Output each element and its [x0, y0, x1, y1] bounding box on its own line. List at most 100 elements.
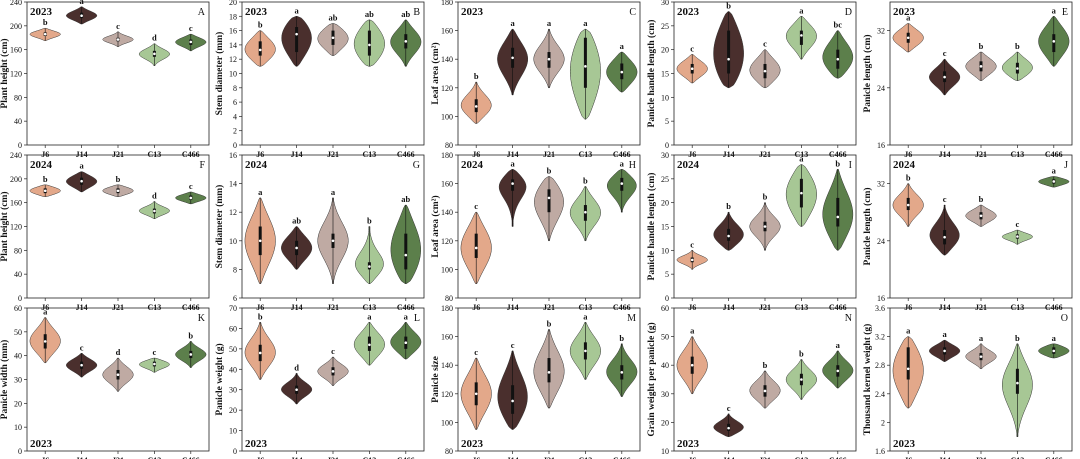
- significance-letter: b: [116, 174, 121, 184]
- y-tick-label: 80: [445, 294, 453, 303]
- panel-letter: O: [1061, 313, 1068, 324]
- y-tick-label: 20: [661, 46, 669, 55]
- y-tick-label: 8: [233, 265, 237, 274]
- significance-letter: d: [152, 33, 157, 43]
- violin-median-point: [763, 69, 767, 73]
- significance-letter: a: [620, 158, 625, 168]
- y-axis-title: Panicle width (mm): [0, 340, 10, 420]
- x-tick-label: J6: [904, 456, 912, 459]
- violin-median-point: [331, 36, 335, 40]
- x-tick-label: J21: [759, 303, 771, 312]
- significance-letter: d: [116, 347, 121, 357]
- y-tick-label: 160: [10, 199, 22, 208]
- year-label: 2023: [245, 6, 268, 18]
- y-tick-label: 100: [441, 112, 453, 121]
- violin-box: [547, 358, 551, 383]
- y-tick-label: 6: [233, 98, 237, 107]
- y-tick-label: 140: [441, 361, 453, 370]
- violin-median-point: [80, 363, 83, 367]
- y-tick-label: 30: [661, 0, 669, 7]
- panel-letter: K: [198, 313, 206, 324]
- y-tick-label: 10: [14, 423, 22, 432]
- x-tick-label: J21: [975, 150, 987, 159]
- y-tick-label: 12: [229, 55, 237, 64]
- y-axis-title: Panicle weight (g): [214, 343, 225, 415]
- x-tick-label: J21: [327, 303, 339, 312]
- x-tick-label: J6: [41, 150, 49, 159]
- y-tick-label: 0: [18, 141, 22, 150]
- y-tick-label: 100: [441, 418, 453, 427]
- significance-letter: a: [79, 161, 84, 171]
- x-tick-label: J14: [507, 456, 519, 459]
- x-tick-label: J21: [543, 303, 555, 312]
- panel-H: 80 100 120 140 160 180 Leaf area (cm²) 2024 H J6 c…: [430, 151, 641, 312]
- panel-A: 0 40 80 120 160 200 240 Plant height (cm) 2023 A J…: [0, 0, 210, 159]
- y-tick-label: 15: [661, 223, 669, 232]
- significance-letter: c: [943, 194, 947, 204]
- x-tick-label: J6: [41, 456, 49, 459]
- x-tick-label: J21: [327, 456, 339, 459]
- panel-L: 0 10 20 30 40 50 60 70 Panicle weight (g) 2023 L J6…: [214, 304, 425, 459]
- significance-letter: b: [979, 194, 984, 204]
- violin-box: [474, 233, 478, 258]
- significance-letter: a: [942, 329, 947, 339]
- y-tick-label: 14: [229, 41, 237, 50]
- y-tick-label: 12: [229, 208, 237, 217]
- y-tick-label: 20: [661, 418, 669, 427]
- violin-median-point: [584, 210, 587, 214]
- y-axis-title: Plant height (cm): [0, 38, 10, 108]
- violin-median-point: [368, 43, 371, 47]
- significance-letter: a: [258, 187, 263, 197]
- y-tick-label: 10: [229, 427, 237, 436]
- violin-median-point: [727, 426, 730, 430]
- violin-median-point: [331, 370, 335, 373]
- panel-E: 16 24 32 Panicle length (cm) 2023 E J6 a J14 c J21…: [862, 1, 1073, 159]
- y-axis-title: Plant height (cm): [0, 191, 10, 261]
- violin-median-point: [906, 203, 910, 207]
- x-tick-label: J21: [112, 303, 124, 312]
- violin-median-point: [43, 340, 47, 343]
- significance-letter: c: [80, 342, 84, 352]
- violin-median-point: [943, 235, 946, 239]
- y-tick-label: 1.6: [875, 447, 885, 456]
- y-tick-label: 0: [18, 294, 22, 303]
- y-tick-label: 0: [18, 447, 22, 456]
- y-tick-label: 60: [661, 304, 669, 313]
- x-tick-label: J14: [939, 303, 951, 312]
- y-tick-label: 24: [877, 237, 885, 246]
- x-tick-label: C466: [1045, 456, 1063, 459]
- x-tick-label: C13: [148, 303, 162, 312]
- x-tick-label: C466: [613, 150, 631, 159]
- y-tick-label: 2.4: [875, 390, 885, 399]
- y-tick-label: 10: [661, 93, 669, 102]
- violin-box: [1052, 34, 1056, 53]
- violin-median-point: [404, 253, 408, 257]
- violin-box: [799, 30, 803, 45]
- violin-median-point: [474, 246, 478, 250]
- y-tick-label: 30: [14, 376, 22, 385]
- violin-box: [367, 30, 371, 56]
- significance-letter: b: [799, 348, 804, 358]
- violin-median-point: [584, 65, 587, 68]
- y-tick-label: 80: [445, 447, 453, 456]
- significance-letter: c: [189, 23, 193, 33]
- y-tick-label: 50: [14, 328, 22, 337]
- violin-box: [295, 27, 299, 53]
- x-tick-label: C466: [397, 303, 415, 312]
- x-tick-label: J6: [688, 303, 696, 312]
- y-tick-label: 60: [14, 304, 22, 313]
- violin-median-point: [153, 209, 156, 213]
- y-tick-label: 25: [661, 22, 669, 31]
- significance-letter: d: [152, 190, 157, 200]
- significance-letter: c: [943, 48, 947, 58]
- x-tick-label: C13: [579, 150, 593, 159]
- violin-median-point: [474, 105, 478, 108]
- panel-letter: D: [845, 7, 852, 18]
- x-tick-label: J14: [291, 303, 303, 312]
- significance-letter: c: [331, 346, 335, 356]
- y-tick-label: 8: [233, 84, 237, 93]
- x-tick-label: C466: [613, 456, 631, 459]
- x-tick-label: J14: [939, 150, 951, 159]
- x-tick-label: J21: [112, 456, 124, 459]
- significance-letter: ab: [401, 194, 410, 204]
